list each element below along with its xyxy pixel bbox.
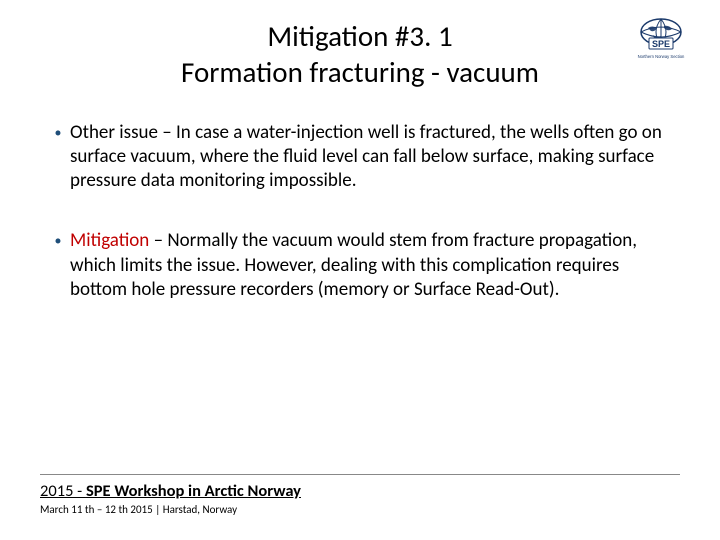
bullet-text: Mitigation – Normally the vacuum would s… [70,229,680,302]
svg-text:SPE: SPE [652,39,670,49]
globe-icon: SPE Northern Norway Section [626,16,696,64]
slide-body: • Other issue – In case a water-injectio… [40,121,680,303]
bullet-marker-icon: • [46,121,70,194]
bullet-item: • Other issue – In case a water-injectio… [46,121,680,194]
title-line-2: Formation fracturing - vacuum [181,54,539,90]
footer-year: 2015 - [40,481,86,501]
bullet-marker-icon: • [46,229,70,302]
bullet-text: Other issue – In case a water-injection … [70,121,680,194]
bullet-item: • Mitigation – Normally the vacuum would… [46,229,680,302]
bullet-rest: – In case a water-injection well is frac… [70,121,662,193]
bullet-lead: Mitigation [70,229,149,252]
bullet-lead: Other issue [70,121,158,144]
footer-event: SPE Workshop in Arctic Norway [86,481,301,501]
slide: SPE Northern Norway Section Mitigation #… [0,0,720,540]
bullet-rest: – Normally the vacuum would stem from fr… [70,229,637,301]
spe-logo: SPE Northern Norway Section [626,16,696,64]
slide-footer: 2015 - SPE Workshop in Arctic Norway Mar… [40,474,680,516]
footer-title: 2015 - SPE Workshop in Arctic Norway [40,481,680,501]
title-line-1: Mitigation #3. 1 [267,18,452,54]
svg-text:Northern Norway Section: Northern Norway Section [638,54,685,59]
footer-subline: March 11 th – 12 th 2015 | Harstad, Norw… [40,503,680,516]
slide-title: Mitigation #3. 1 Formation fracturing - … [40,18,680,91]
